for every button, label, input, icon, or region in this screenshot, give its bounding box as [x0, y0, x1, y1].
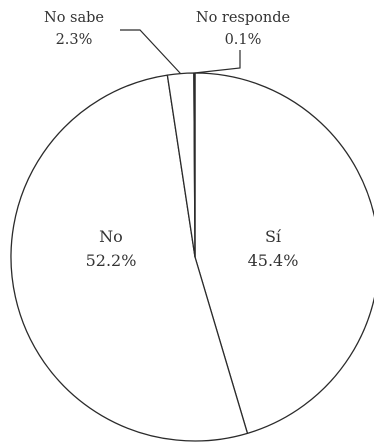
callout-label-no-sabe: No sabe — [44, 10, 104, 26]
callout-label-no-responde: No responde — [196, 10, 290, 26]
leader-line-no-sabe — [120, 29, 182, 75]
callout-value-no-responde: 0.1% — [225, 32, 262, 48]
leader-line-no-responde — [194, 50, 241, 74]
callout-leader-lines — [120, 29, 241, 75]
pie-slices — [10, 72, 374, 442]
slice-label-no: No — [99, 227, 123, 246]
pie-slice-si — [194, 72, 374, 435]
slice-value-si: 45.4% — [248, 251, 299, 270]
slice-label-si: Sí — [265, 227, 282, 246]
callout-value-no-sabe: 2.3% — [56, 32, 93, 48]
pie-slice-no — [10, 74, 249, 442]
slice-value-no: 52.2% — [86, 251, 137, 270]
